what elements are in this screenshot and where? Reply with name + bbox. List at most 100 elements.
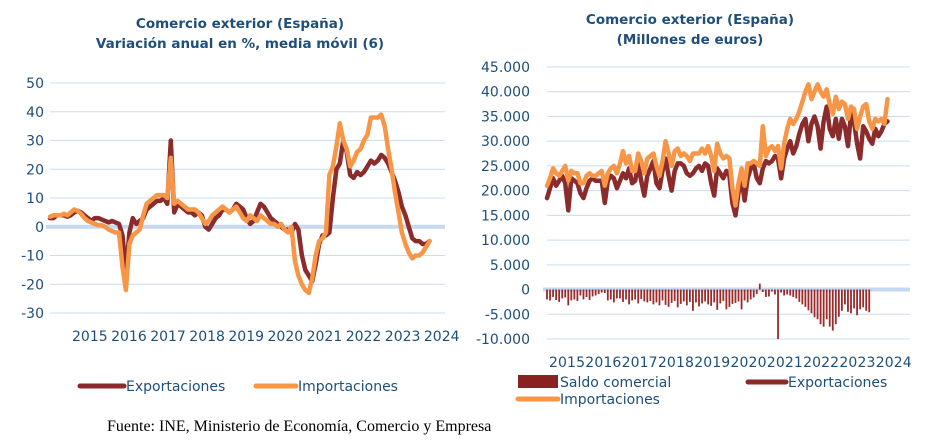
- legend-swatch-saldo: [518, 375, 558, 388]
- x-tick-label: 2024: [424, 329, 460, 345]
- saldo-bar: [840, 289, 843, 311]
- saldo-bar: [625, 289, 627, 300]
- left-legend: Exportaciones Importaciones: [77, 379, 398, 395]
- saldo-bar: [652, 289, 655, 305]
- saldo-bar: [707, 289, 710, 305]
- x-tick-label: 2022: [346, 329, 382, 345]
- saldo-bar: [685, 289, 688, 306]
- x-tick-label: 2021: [767, 355, 803, 371]
- saldo-bar: [564, 289, 567, 298]
- x-tick-label: 2015: [549, 355, 585, 371]
- saldo-bar: [807, 289, 810, 311]
- saldo-bar: [859, 289, 862, 310]
- right-chart: 45.000 40.000 35.000 30.000 25.000 20.000 15.0…: [476, 60, 912, 371]
- saldo-bar: [837, 289, 840, 317]
- saldo-bar: [716, 289, 719, 310]
- saldo-bar: [761, 289, 764, 293]
- y-tick-label: 10.000: [481, 233, 530, 249]
- y-tick-label: -20: [21, 277, 44, 293]
- x-tick-label: 2017: [622, 355, 658, 371]
- right-legend: Saldo comercial Exportaciones Importacione…: [515, 375, 887, 408]
- saldo-bar: [816, 289, 819, 320]
- y-tick-label: 45.000: [481, 60, 530, 76]
- saldo-bar: [682, 289, 685, 302]
- saldo-bar: [752, 289, 755, 298]
- saldo-bar: [573, 289, 576, 300]
- saldo-bar: [546, 289, 548, 300]
- saldo-bar: [825, 289, 828, 320]
- saldo-bar: [792, 289, 795, 297]
- saldo-bar: [801, 289, 804, 305]
- x-tick-label: 2019: [694, 355, 730, 371]
- saldo-bar: [549, 289, 551, 301]
- y-tick-label: 5.000: [490, 258, 530, 274]
- saldo-bar: [658, 289, 661, 306]
- saldo-bar: [795, 289, 798, 299]
- saldo-bar: [865, 289, 868, 311]
- y-tick-label: 30: [26, 134, 44, 150]
- saldo-bar: [695, 289, 697, 303]
- legend-label-exportaciones: Exportaciones: [126, 379, 225, 395]
- left-chart: 50 40 30 20 10 0 -10 -20 -30 2015 2016 2017 2018 2019…: [21, 76, 459, 345]
- saldo-bar: [597, 289, 600, 294]
- y-tick-label: 15.000: [481, 208, 530, 224]
- saldo-bar: [640, 289, 643, 299]
- saldo-bar: [698, 289, 700, 307]
- saldo-bar: [609, 289, 612, 300]
- saldo-bar: [688, 289, 691, 302]
- saldo-bar: [828, 289, 831, 327]
- saldo-bar: [731, 289, 734, 304]
- saldo-bar: [637, 289, 640, 304]
- x-tick-label: 2022: [803, 355, 839, 371]
- saldo-bar: [649, 289, 652, 301]
- saldo-bar: [713, 289, 716, 303]
- saldo-bar: [722, 289, 725, 301]
- saldo-bar: [643, 289, 646, 302]
- saldo-bar: [746, 289, 749, 303]
- saldo-bar: [634, 289, 637, 300]
- saldo-bar: [777, 289, 779, 339]
- saldo-bar: [810, 289, 813, 314]
- saldo-bar: [670, 289, 673, 303]
- saldo-bar: [813, 289, 816, 318]
- y-tick-label: 10: [26, 191, 44, 207]
- x-tick-label: 2021: [307, 329, 343, 345]
- saldo-bar: [740, 289, 743, 310]
- legend-label-exportaciones: Exportaciones: [788, 375, 887, 391]
- source-note: Fuente: INE, Ministerio de Economía, Com…: [107, 418, 492, 435]
- saldo-bar: [567, 289, 570, 306]
- saldo-bar: [576, 289, 579, 301]
- x-tick-label: 2016: [111, 329, 147, 345]
- series-line-importaciones: [544, 82, 890, 208]
- saldo-bar: [710, 289, 713, 306]
- y-tick-label: 0: [35, 220, 44, 236]
- y-tick-label: 40: [26, 105, 44, 121]
- saldo-bar: [850, 289, 852, 314]
- x-tick-label: 2015: [72, 329, 108, 345]
- saldo-bar: [853, 289, 855, 309]
- saldo-bar: [582, 289, 585, 300]
- x-tick-label: 2020: [268, 329, 304, 345]
- series-line-exportaciones: [544, 104, 890, 218]
- saldo-bar: [728, 289, 731, 307]
- x-tick-label: 2020: [731, 355, 767, 371]
- saldo-bar: [737, 289, 740, 302]
- saldo-bar: [631, 289, 634, 301]
- x-tick-label: 2023: [839, 355, 875, 371]
- legend-label-importaciones: Importaciones: [560, 392, 660, 408]
- saldo-bar: [798, 289, 801, 302]
- saldo-bar: [749, 289, 752, 300]
- saldo-bar: [789, 289, 792, 296]
- saldo-bar: [774, 289, 776, 295]
- saldo-bar: [768, 289, 770, 297]
- saldo-bar: [603, 289, 606, 294]
- series-line-exportaciones: [47, 138, 432, 284]
- x-tick-label: 2018: [189, 329, 225, 345]
- saldo-bar: [616, 289, 618, 299]
- saldo-bar: [764, 289, 767, 297]
- right-chart-subtitle: (Millones de euros): [616, 32, 764, 48]
- saldo-bar: [734, 289, 737, 303]
- saldo-bar: [831, 289, 834, 331]
- saldo-bar: [646, 289, 649, 303]
- saldo-bar: [725, 289, 728, 310]
